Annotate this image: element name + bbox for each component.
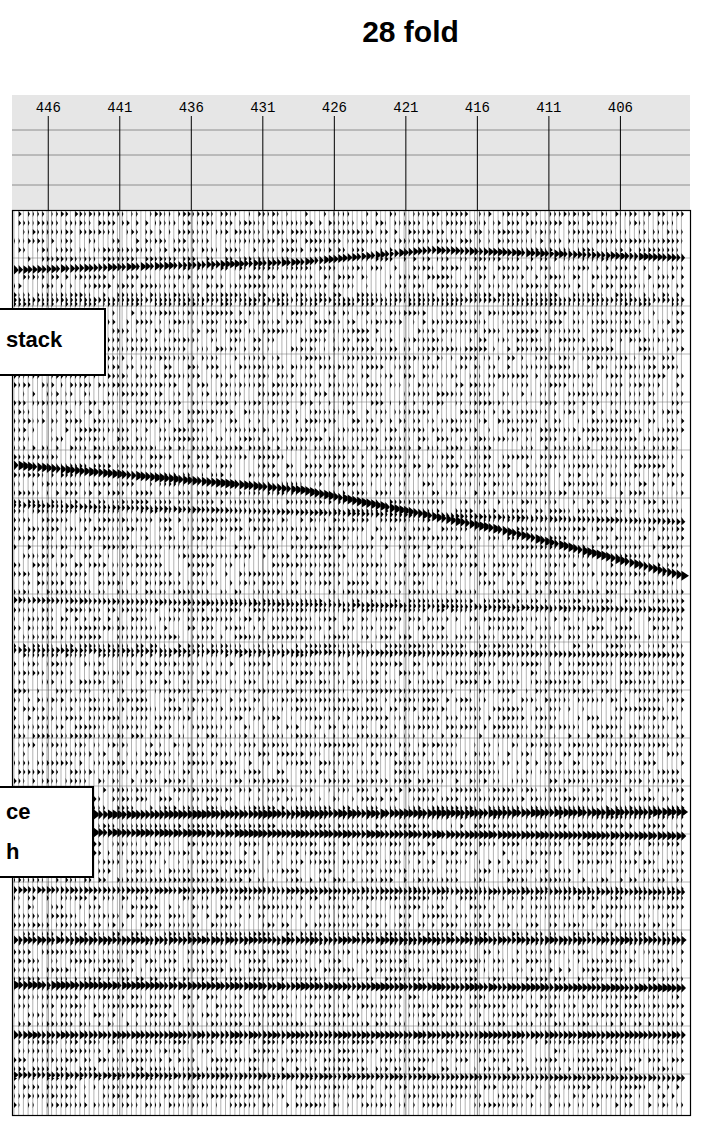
svg-text:411: 411 bbox=[536, 100, 561, 116]
svg-text:421: 421 bbox=[393, 100, 418, 116]
svg-text:426: 426 bbox=[322, 100, 347, 116]
svg-text:406: 406 bbox=[608, 100, 633, 116]
svg-text:431: 431 bbox=[250, 100, 275, 116]
html-text:stack: stack bbox=[6, 327, 63, 352]
html-text:28 fold: 28 fold bbox=[362, 15, 459, 48]
html-text:ce: ce bbox=[6, 799, 31, 824]
svg-text:416: 416 bbox=[465, 100, 490, 116]
svg-text:446: 446 bbox=[36, 100, 61, 116]
html-text:h: h bbox=[6, 839, 20, 864]
svg-text:441: 441 bbox=[107, 100, 132, 116]
svg-text:436: 436 bbox=[179, 100, 204, 116]
